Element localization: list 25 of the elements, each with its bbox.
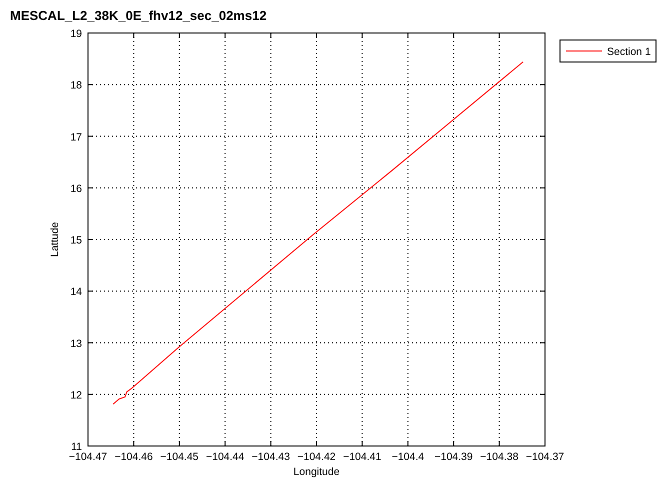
x-tick-label: −104.41 xyxy=(343,451,382,463)
x-tick-label: −104.47 xyxy=(68,451,108,463)
x-tick-label: −104.39 xyxy=(434,451,473,463)
legend-label: Section 1 xyxy=(607,46,651,58)
x-tick-label: −104.42 xyxy=(297,451,336,463)
y-axis-title: Lattude xyxy=(49,222,61,258)
y-tick-label: 14 xyxy=(70,286,82,298)
y-tick-label: 12 xyxy=(70,389,82,402)
chart-title: MESCAL_L2_38K_0E_fhv12_sec_02ms12 xyxy=(10,8,267,23)
x-tick-label: −104.43 xyxy=(252,451,290,463)
y-tick-label: 18 xyxy=(70,80,82,92)
x-tick-label: −104.46 xyxy=(114,451,153,463)
x-axis-title: Longitude xyxy=(293,466,340,478)
x-tick-label: −104.4 xyxy=(392,451,424,463)
x-tick-label: −104.44 xyxy=(206,451,244,463)
y-tick-label: 17 xyxy=(70,131,82,144)
y-tick-label: 19 xyxy=(70,28,82,40)
y-tick-label: 16 xyxy=(70,182,82,195)
y-tick-label: 11 xyxy=(71,441,82,453)
x-tick-label: −104.38 xyxy=(480,451,519,463)
x-tick-label: −104.37 xyxy=(526,451,564,463)
y-tick-label: 15 xyxy=(70,234,82,246)
y-tick-label: 13 xyxy=(70,338,82,350)
x-tick-label: −104.45 xyxy=(160,451,199,463)
line-series xyxy=(112,61,524,405)
